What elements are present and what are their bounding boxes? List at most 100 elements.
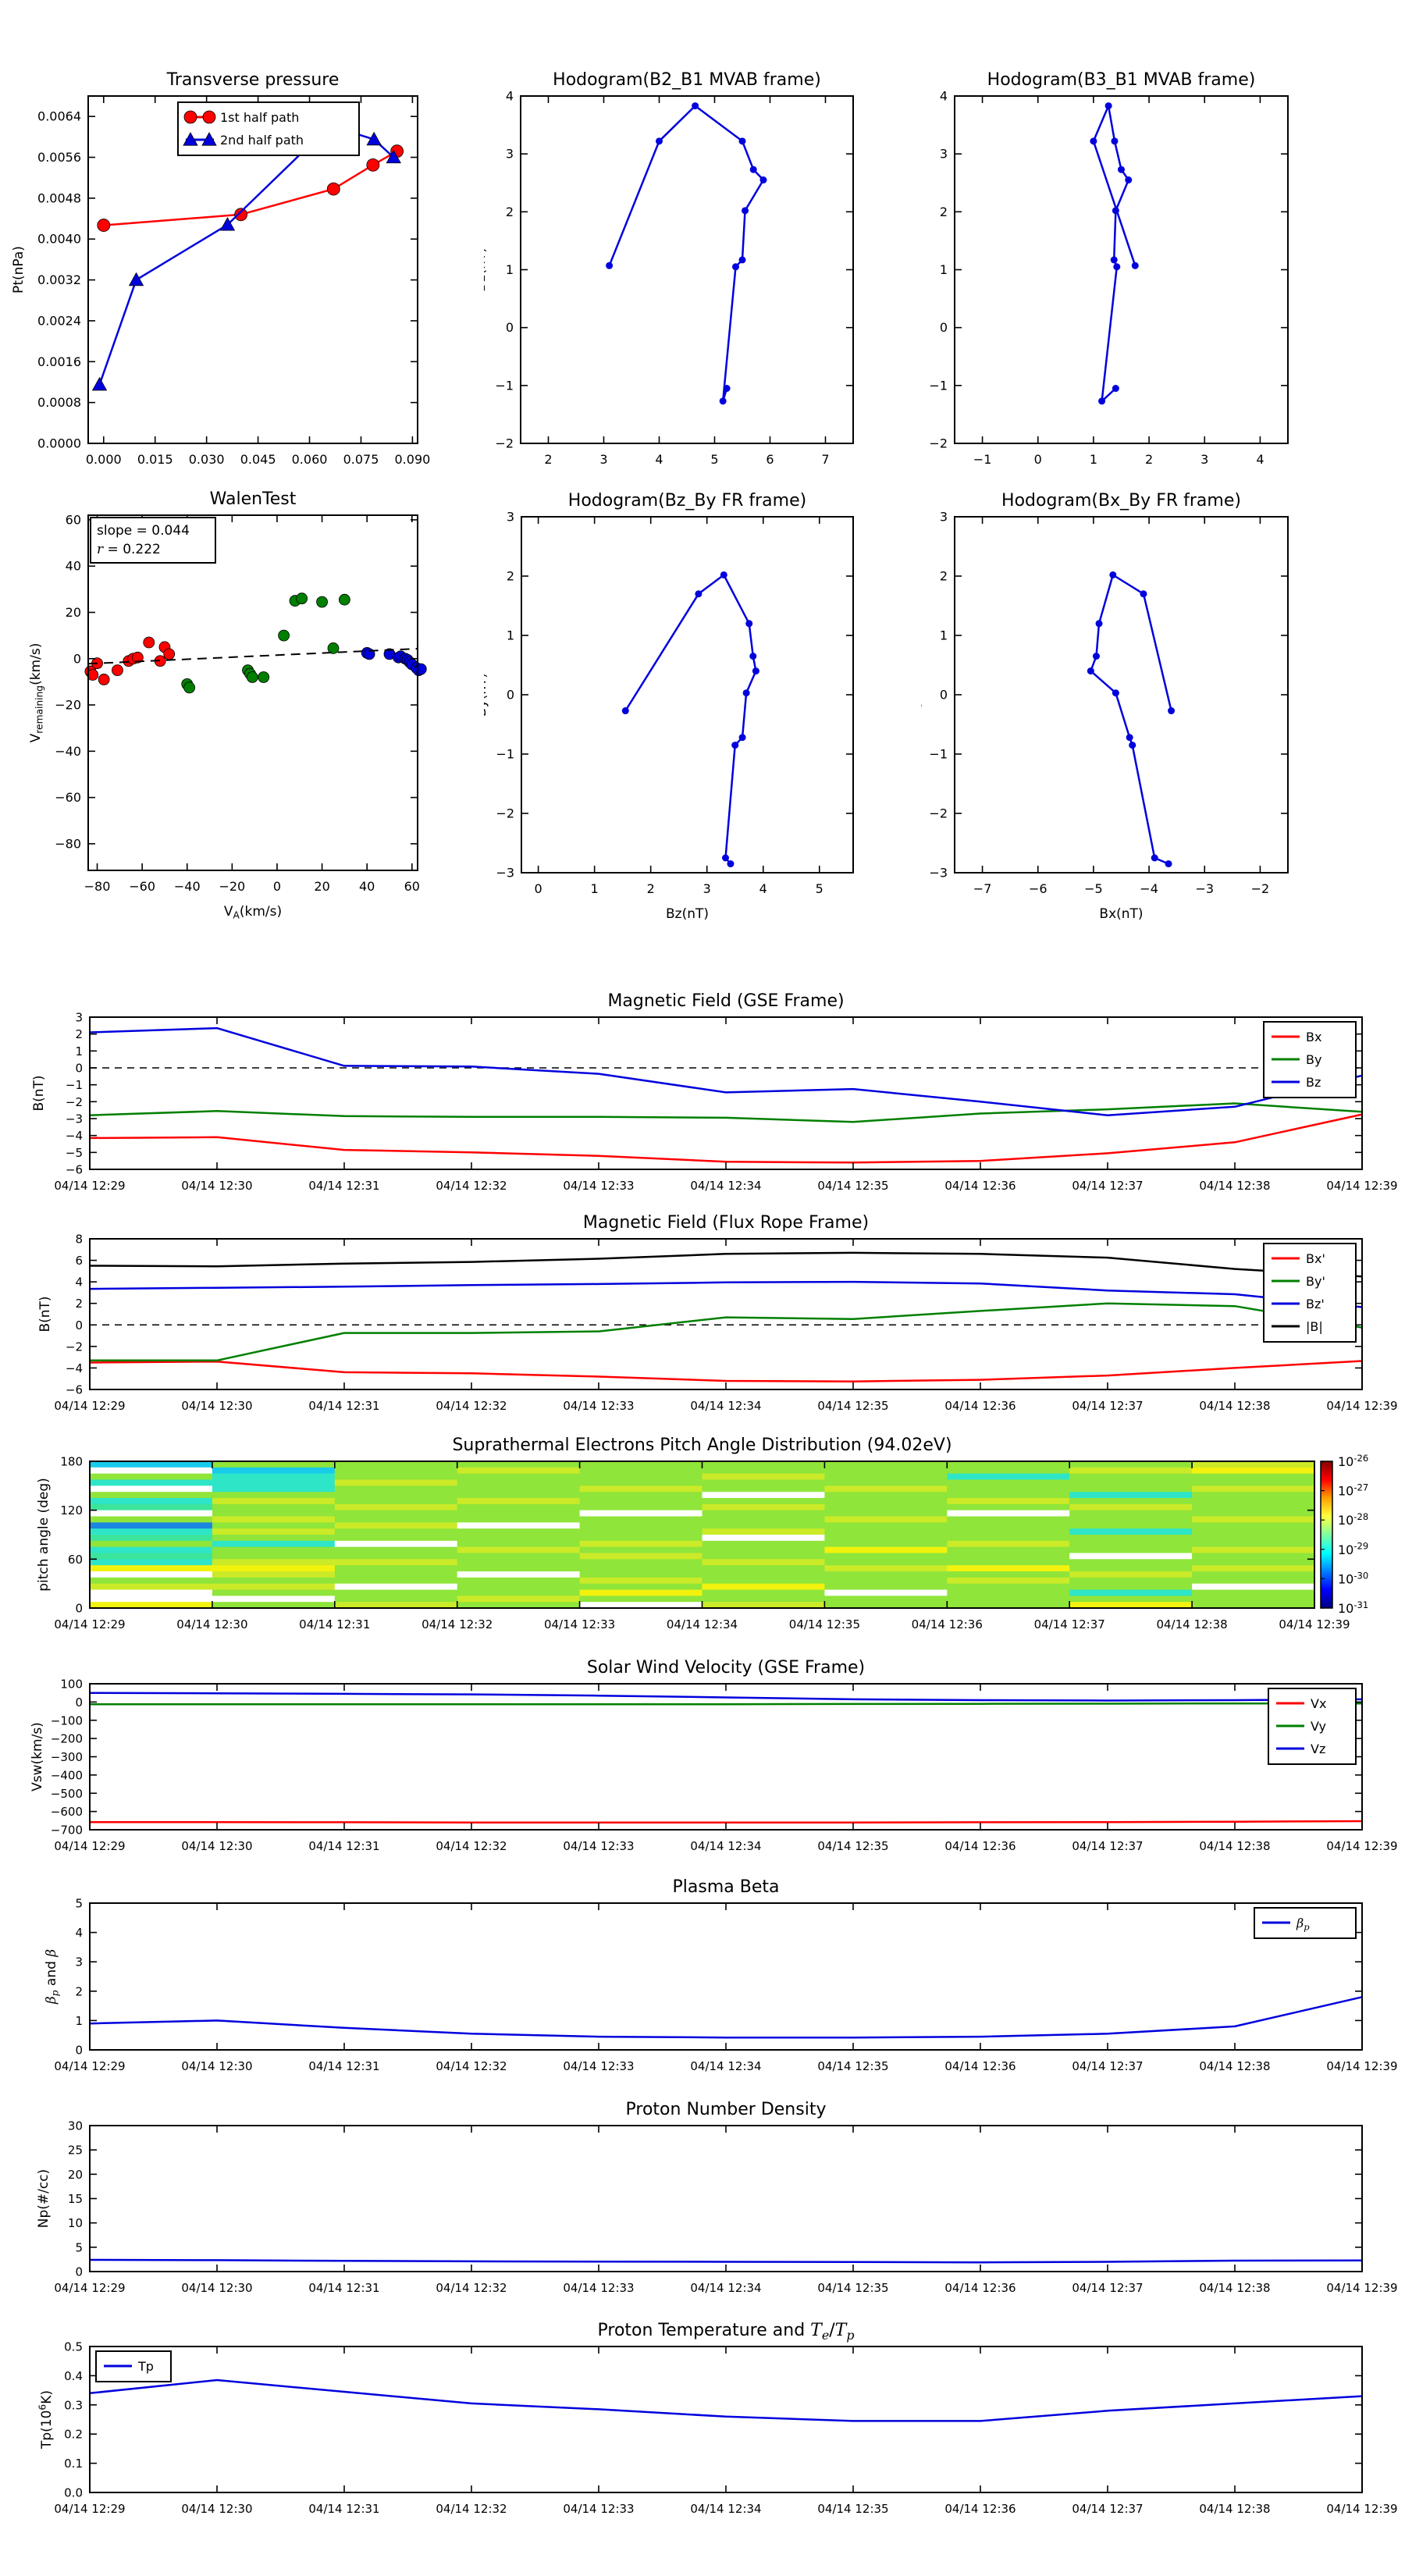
svg-text:0.045: 0.045 <box>240 452 276 467</box>
svg-text:04/14 12:33: 04/14 12:33 <box>563 1399 634 1413</box>
svg-text:−3: −3 <box>496 866 514 881</box>
svg-text:Magnetic Field (GSE Frame): Magnetic Field (GSE Frame) <box>607 991 844 1011</box>
svg-text:0.0040: 0.0040 <box>37 232 81 247</box>
svg-text:7: 7 <box>821 452 829 467</box>
svg-text:2: 2 <box>940 569 948 584</box>
svg-text:0: 0 <box>507 688 514 703</box>
svg-text:−600: −600 <box>51 1805 83 1819</box>
svg-text:Tp(106K): Tp(106K) <box>37 2390 55 2450</box>
svg-text:04/14 12:38: 04/14 12:38 <box>1156 1617 1227 1631</box>
svg-text:−40: −40 <box>174 879 201 894</box>
tp-svg: 04/14 12:29 04/14 12:30 04/14 12:31 04/14 1… <box>37 2321 1398 2516</box>
svg-text:180: 180 <box>60 1455 83 1469</box>
svg-text:Hodogram(Bx_By FR frame): Hodogram(Bx_By FR frame) <box>1001 491 1241 511</box>
svg-text:04/14 12:30: 04/14 12:30 <box>181 2502 252 2516</box>
svg-text:04/14 12:37: 04/14 12:37 <box>1072 2502 1143 2516</box>
svg-text:04/14 12:30: 04/14 12:30 <box>181 1179 252 1193</box>
svg-text:pitch angle (deg): pitch angle (deg) <box>36 1478 52 1592</box>
svg-text:Plasma Beta: Plasma Beta <box>673 1877 780 1897</box>
svg-text:Vx: Vx <box>1311 1696 1326 1711</box>
svg-text:−1: −1 <box>973 452 992 467</box>
svg-text:Vsw(km/s): Vsw(km/s) <box>30 1722 45 1791</box>
svg-text:−3: −3 <box>929 866 948 881</box>
panel-plasma-beta: 04/14 12:29 04/14 12:30 04/14 12:31 04/14 1… <box>0 1875 1405 2080</box>
svg-text:WalenTest: WalenTest <box>210 489 297 509</box>
svg-text:βp: βp <box>1296 1916 1310 1933</box>
svg-text:04/14 12:31: 04/14 12:31 <box>308 1179 379 1193</box>
svg-text:04/14 12:32: 04/14 12:32 <box>436 2502 507 2516</box>
svg-text:4: 4 <box>75 1926 83 1940</box>
svg-text:1: 1 <box>940 262 948 277</box>
svg-text:3: 3 <box>507 510 514 525</box>
svg-text:04/14 12:34: 04/14 12:34 <box>667 1617 738 1631</box>
svg-text:04/14 12:36: 04/14 12:36 <box>944 2059 1016 2073</box>
svg-text:04/14 12:29: 04/14 12:29 <box>54 1399 125 1413</box>
svg-text:By(nT): By(nT) <box>921 673 923 717</box>
svg-text:−2: −2 <box>66 1095 83 1109</box>
svg-text:4: 4 <box>75 1276 83 1290</box>
svg-text:0.030: 0.030 <box>189 452 225 467</box>
svg-text:04/14 12:36: 04/14 12:36 <box>944 2281 1016 2295</box>
svg-text:04/14 12:38: 04/14 12:38 <box>1199 1839 1270 1853</box>
svg-text:0.000: 0.000 <box>86 452 122 467</box>
svg-text:5: 5 <box>710 452 718 467</box>
svg-text:−6: −6 <box>66 1383 83 1397</box>
svg-text:04/14 12:34: 04/14 12:34 <box>690 1839 761 1853</box>
svg-text:1: 1 <box>940 628 948 643</box>
svg-text:B1(nT): B1(nT) <box>921 247 923 292</box>
svg-text:04/14 12:35: 04/14 12:35 <box>817 1839 888 1853</box>
pad-svg: 04/14 12:29 04/14 12:30 04/14 12:31 04/14 1… <box>36 1436 1368 1631</box>
svg-text:0: 0 <box>273 879 281 894</box>
p3-svg: −1 0 1 2 3 4 −2 −1 0 1 2 3 4 Hodogram(B3_B1 MVAB fram… <box>907 70 1289 493</box>
svg-text:04/14 12:37: 04/14 12:37 <box>1072 1839 1143 1853</box>
svg-text:Bz: Bz <box>1306 1075 1321 1090</box>
svg-text:8: 8 <box>75 1233 83 1247</box>
svg-text:B(nT): B(nT) <box>37 1296 53 1332</box>
svg-text:Bx(nT): Bx(nT) <box>1099 906 1143 922</box>
svg-text:2nd half path: 2nd half path <box>220 133 304 148</box>
svg-text:|B|: |B| <box>1306 1319 1323 1334</box>
svg-text:04/14 12:32: 04/14 12:32 <box>436 1179 507 1193</box>
svg-text:04/14 12:39: 04/14 12:39 <box>1279 1617 1350 1631</box>
svg-text:4: 4 <box>759 881 767 896</box>
np-svg: 04/14 12:29 04/14 12:30 04/14 12:31 04/14 1… <box>36 2100 1398 2295</box>
svg-text:Pt(nPa): Pt(nPa) <box>11 246 27 294</box>
svg-text:−3: −3 <box>66 1112 83 1126</box>
svg-text:−40: −40 <box>55 744 81 759</box>
svg-text:04/14 12:32: 04/14 12:32 <box>436 2281 507 2295</box>
svg-text:04/14 12:31: 04/14 12:31 <box>308 2502 379 2516</box>
svg-text:−200: −200 <box>51 1732 83 1746</box>
svg-text:Np(#/cc): Np(#/cc) <box>36 2169 52 2228</box>
svg-text:−80: −80 <box>84 879 111 894</box>
svg-text:04/14 12:33: 04/14 12:33 <box>563 2059 634 2073</box>
svg-text:04/14 12:38: 04/14 12:38 <box>1199 2502 1270 2516</box>
svg-text:2: 2 <box>544 452 552 467</box>
svg-text:By: By <box>1306 1052 1321 1067</box>
svg-text:1: 1 <box>507 628 514 643</box>
svg-text:04/14 12:32: 04/14 12:32 <box>422 1617 493 1631</box>
svg-text:4: 4 <box>940 89 948 104</box>
svg-text:2: 2 <box>507 569 514 584</box>
svg-text:10-26: 10-26 <box>1338 1453 1368 1469</box>
fr-svg: 04/14 12:29 04/14 12:30 04/14 12:31 04/14 1… <box>37 1213 1398 1413</box>
svg-text:0.0024: 0.0024 <box>37 313 81 328</box>
svg-text:04/14 12:32: 04/14 12:32 <box>436 2059 507 2073</box>
svg-text:0.0008: 0.0008 <box>37 395 81 410</box>
svg-text:04/14 12:39: 04/14 12:39 <box>1326 1399 1397 1413</box>
svg-text:04/14 12:29: 04/14 12:29 <box>54 2502 125 2516</box>
svg-text:1: 1 <box>75 2014 83 2028</box>
svg-text:−4: −4 <box>66 1361 83 1375</box>
svg-text:04/14 12:39: 04/14 12:39 <box>1326 2059 1397 2073</box>
svg-text:04/14 12:35: 04/14 12:35 <box>817 2502 888 2516</box>
svg-text:04/14 12:30: 04/14 12:30 <box>181 1839 252 1853</box>
panel-pitch-angle-distribution: 04/14 12:29 04/14 12:30 04/14 12:31 04/14 1… <box>0 1435 1405 1639</box>
svg-text:0.3: 0.3 <box>64 2398 83 2412</box>
svg-text:−2: −2 <box>496 806 514 821</box>
panel-magnetic-field-gse: 04/14 12:29 04/14 12:30 04/14 12:31 04/14 1… <box>0 980 1405 1198</box>
svg-text:−3: −3 <box>1195 881 1214 896</box>
svg-text:04/14 12:34: 04/14 12:34 <box>690 2281 761 2295</box>
plot-hodogram-b2-b1-mvab: 2 3 4 5 6 7 −2 −1 0 1 2 3 4 Hodogram(B2_B1 MVAB frame… <box>473 31 921 493</box>
gse-svg: 04/14 12:29 04/14 12:30 04/14 12:31 04/14 1… <box>31 991 1398 1193</box>
svg-text:5: 5 <box>75 1897 83 1911</box>
svg-text:2: 2 <box>647 881 655 896</box>
